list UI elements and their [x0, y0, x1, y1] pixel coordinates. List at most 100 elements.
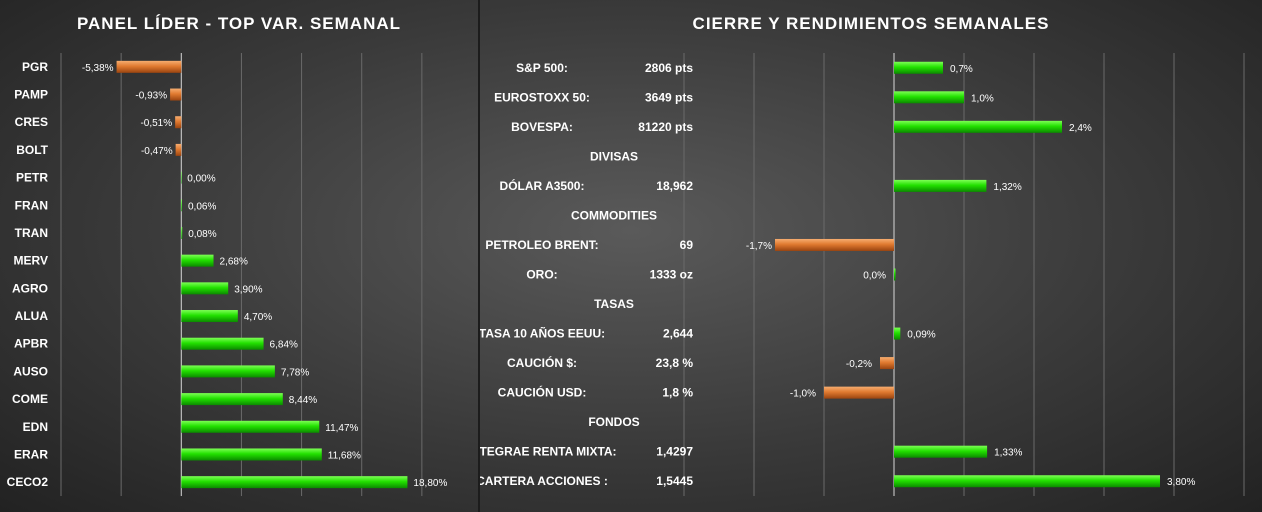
- bar: [181, 226, 183, 239]
- bar: [775, 238, 894, 251]
- data-label: 0,0%: [863, 271, 886, 282]
- instrument-name: CARTERA ACCIONES :: [480, 474, 608, 488]
- category-label: TRAN: [15, 226, 48, 240]
- close-value: 3649 pts: [645, 90, 693, 104]
- instrument-name: S&P 500:: [516, 61, 568, 75]
- category-label: ALUA: [15, 309, 49, 323]
- data-label: 8,44%: [289, 395, 317, 406]
- data-label: 4,70%: [244, 312, 272, 323]
- bar: [894, 91, 964, 104]
- data-label: 0,06%: [188, 201, 216, 212]
- bar: [894, 445, 988, 458]
- close-value: 2806 pts: [645, 61, 693, 75]
- instrument-name: EUROSTOXX 50:: [494, 90, 590, 104]
- close-value: 18,962: [656, 179, 693, 193]
- panel-divider: [478, 0, 480, 512]
- category-label: APBR: [14, 337, 48, 351]
- bar: [181, 393, 283, 406]
- bar: [175, 116, 182, 129]
- data-label: -1,7%: [746, 241, 772, 252]
- bar: [181, 171, 182, 184]
- bar: [894, 61, 943, 74]
- data-label: 1,0%: [971, 93, 994, 104]
- data-label: 7,78%: [281, 367, 309, 378]
- instrument-name: ORO:: [526, 268, 557, 282]
- bar: [181, 365, 275, 378]
- instrument-name: BOVESPA:: [511, 120, 573, 134]
- data-label: 3,90%: [234, 284, 262, 295]
- data-label: 11,47%: [325, 423, 358, 434]
- data-label: 0,08%: [188, 229, 216, 240]
- category-label: COME: [12, 392, 48, 406]
- data-label: -0,93%: [135, 91, 167, 102]
- bar: [181, 337, 264, 350]
- section-header: TASAS: [594, 297, 634, 311]
- bar: [181, 476, 408, 489]
- category-label: CECO2: [7, 475, 49, 489]
- instrument-name: CAUCIÓN $:: [507, 355, 577, 370]
- category-label: AGRO: [12, 281, 48, 295]
- bar: [181, 199, 183, 212]
- data-label: 0,09%: [907, 330, 935, 341]
- bar: [880, 357, 894, 370]
- data-label: 2,68%: [220, 257, 248, 268]
- bar: [894, 120, 1062, 133]
- data-label: 2,4%: [1069, 123, 1092, 134]
- right-chart-title: CIERRE Y RENDIMIENTOS SEMANALES: [692, 14, 1050, 33]
- data-label: -5,38%: [82, 63, 114, 74]
- category-label: MERV: [14, 254, 48, 268]
- bar: [181, 420, 320, 433]
- bar: [181, 448, 322, 461]
- close-value: 81220 pts: [638, 120, 693, 134]
- left-bar-chart: PGR -5,38% PAMP -0,93% CRES -0,51% BOLT -0,47% P…: [7, 53, 447, 496]
- instrument-name: DÓLAR A3500:: [500, 178, 585, 193]
- category-label: PAMP: [14, 88, 48, 102]
- category-label: AUSO: [13, 364, 48, 378]
- bar: [181, 310, 238, 323]
- bar: [894, 475, 1160, 488]
- bar: [170, 88, 182, 101]
- bar: [181, 282, 229, 295]
- right-panel: CIERRE Y RENDIMIENTOS SEMANALES S&P 500:…: [480, 0, 1262, 512]
- data-label: 6,84%: [270, 340, 298, 351]
- bar: [175, 143, 182, 156]
- section-header: FONDOS: [588, 415, 639, 429]
- bar: [824, 386, 894, 399]
- left-panel: PANEL LÍDER - TOP VAR. SEMANAL PGR -5,38%…: [0, 0, 478, 512]
- data-label: 0,7%: [950, 64, 973, 75]
- section-header: COMMODITIES: [571, 208, 657, 222]
- data-label: -0,2%: [846, 359, 872, 370]
- instrument-name: CAUCIÓN USD:: [498, 385, 587, 400]
- instrument-name: TASA 10 AÑOS EEUU:: [480, 326, 605, 341]
- data-label: 1,33%: [994, 448, 1022, 459]
- close-value: 1,4297: [656, 445, 693, 459]
- data-label: -0,51%: [140, 118, 172, 129]
- category-label: CRES: [15, 115, 48, 129]
- category-label: EDN: [23, 420, 48, 434]
- bar: [894, 268, 896, 281]
- instrument-name: INTEGRAE RENTA MIXTA:: [480, 445, 617, 459]
- section-header: DIVISAS: [590, 149, 638, 163]
- close-value: 2,644: [663, 327, 693, 341]
- bar: [181, 254, 214, 267]
- bar: [894, 327, 901, 340]
- data-label: 3,80%: [1167, 477, 1195, 488]
- data-label: 0,00%: [187, 174, 215, 185]
- category-label: PGR: [22, 60, 48, 74]
- data-label: -0,47%: [141, 146, 173, 157]
- instrument-name: PETROLEO BRENT:: [485, 238, 598, 252]
- close-value: 1,8 %: [662, 386, 693, 400]
- bar: [894, 179, 987, 192]
- close-value: 69: [680, 238, 694, 252]
- data-label: 1,32%: [993, 182, 1021, 193]
- close-value: 1333 oz: [650, 268, 693, 282]
- close-value: 23,8 %: [656, 356, 694, 370]
- bar: [116, 60, 182, 73]
- left-chart-title: PANEL LÍDER - TOP VAR. SEMANAL: [76, 14, 402, 33]
- category-label: FRAN: [15, 198, 48, 212]
- data-label: -1,0%: [790, 389, 816, 400]
- category-label: PETR: [16, 171, 48, 185]
- category-label: BOLT: [16, 143, 48, 157]
- category-label: ERAR: [14, 447, 48, 461]
- close-value: 1,5445: [656, 474, 693, 488]
